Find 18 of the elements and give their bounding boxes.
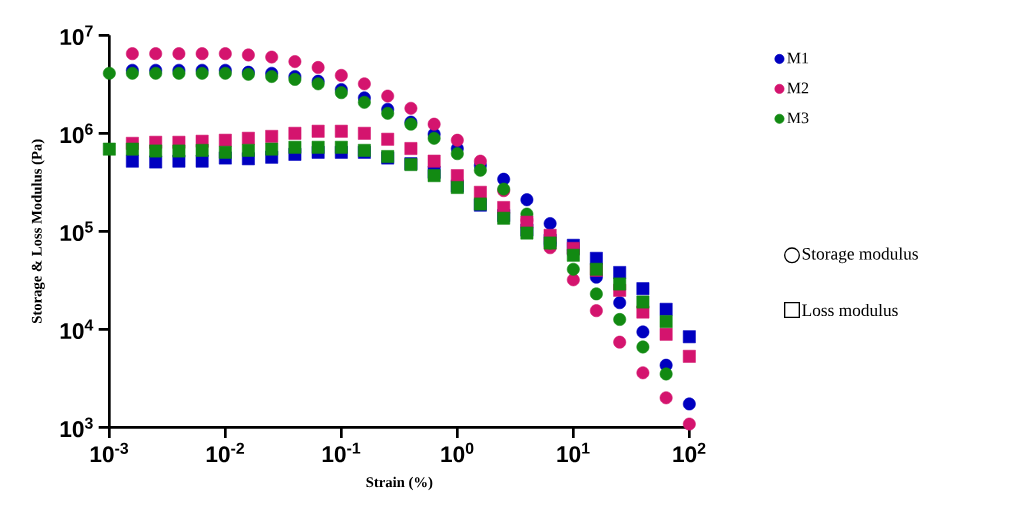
text: Storage modulus	[802, 247, 918, 264]
y-axis-title: Storage & Loss Modulus (Pa)	[31, 139, 45, 324]
x-tick-label: 10$^{-3}$	[90, 442, 129, 463]
legend-label: M2	[787, 82, 809, 94]
legend-label: M1	[787, 52, 809, 64]
x-tick-label: 10$^{0}$	[441, 442, 474, 463]
x-tick-label: 10$^{2}$	[673, 442, 706, 463]
x-tick-label: 10$^{-1}$	[322, 442, 361, 463]
x-axis-title: Strain (%)	[366, 476, 433, 491]
y-tick-label: 10$^{7}$	[60, 25, 93, 46]
y-tick-label: 10$^{5}$	[60, 221, 93, 242]
legend-label: M3	[787, 112, 809, 124]
y-tick-label: 10$^{3}$	[60, 417, 93, 438]
x-tick-label: 10$^{-2}$	[206, 442, 245, 463]
y-tick-label: 10$^{6}$	[60, 123, 93, 144]
y-tick-label: 10$^{4}$	[60, 319, 94, 340]
x-tick-label: 10$^{1}$	[557, 442, 590, 463]
text: Loss modulus	[802, 303, 898, 317]
